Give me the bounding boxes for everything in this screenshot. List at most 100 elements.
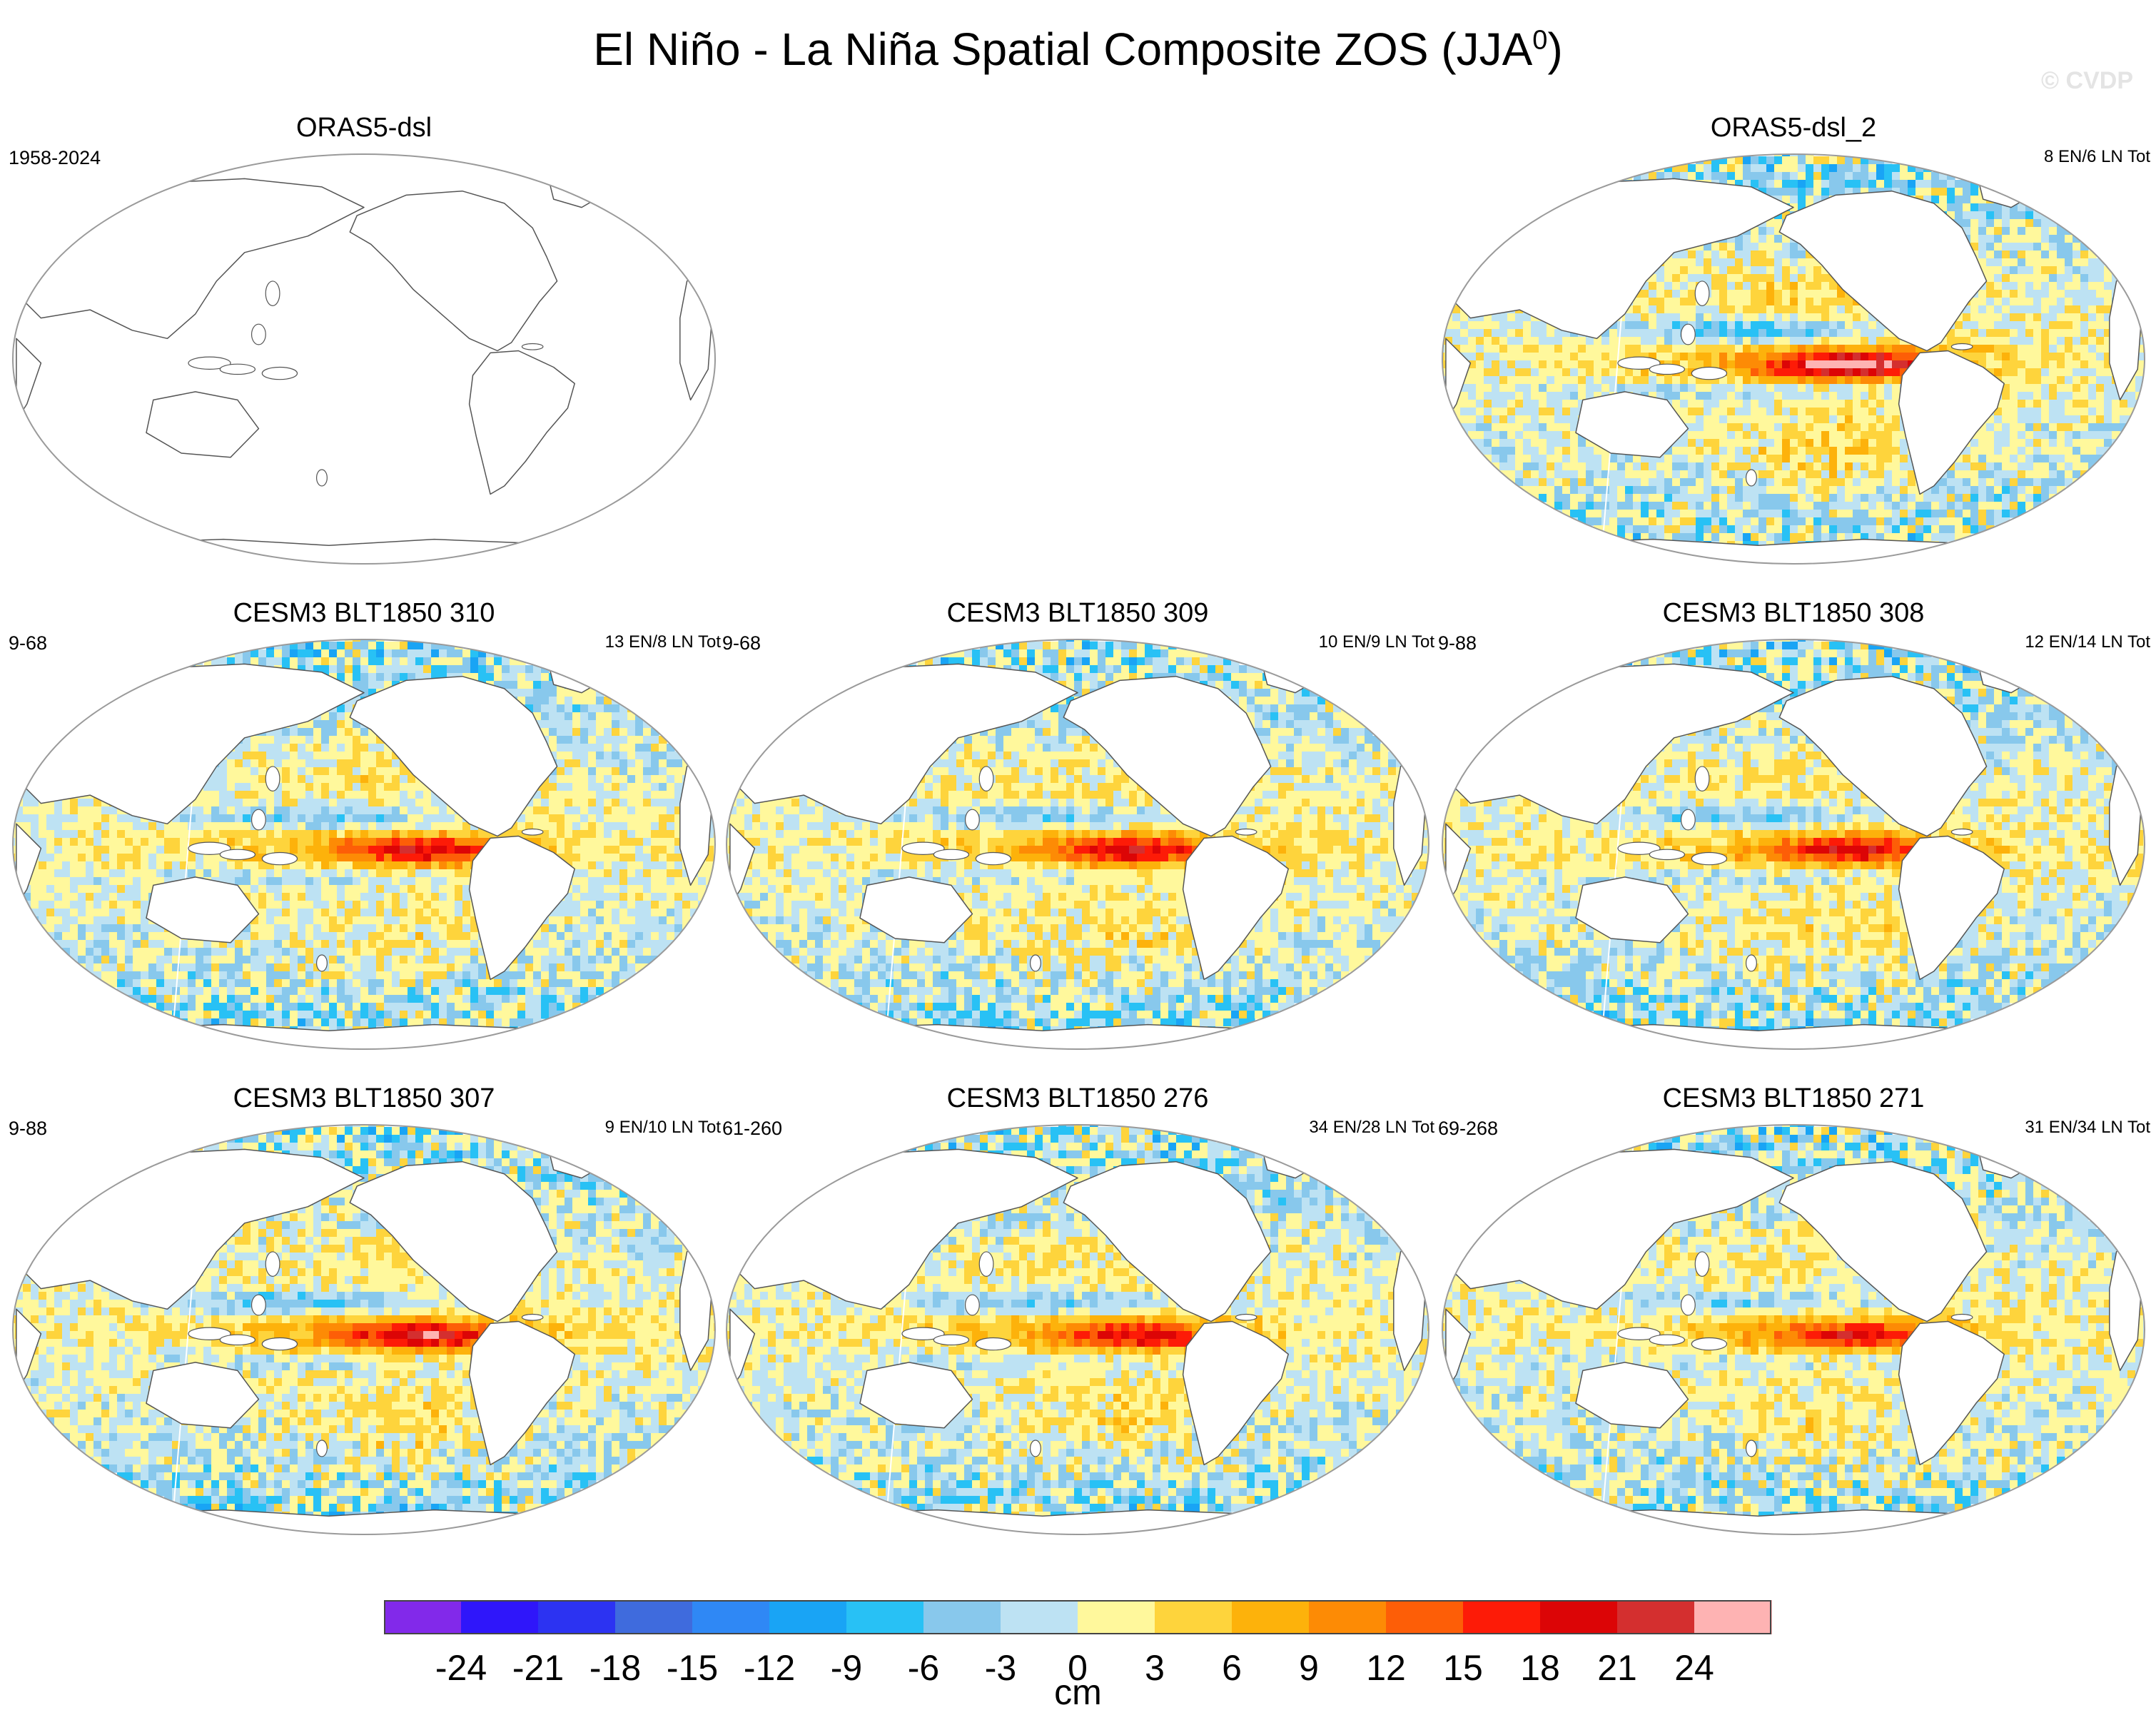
zos-anomaly-cell — [1986, 470, 1995, 479]
zos-anomaly-cell — [1468, 345, 1477, 353]
zos-anomaly-cell — [1735, 321, 1743, 330]
zos-anomaly-cell — [525, 681, 534, 689]
zos-anomaly-cell — [2104, 353, 2112, 361]
zos-anomaly-cell — [643, 775, 652, 784]
zos-anomaly-cell — [1947, 525, 1955, 534]
zos-anomaly-cell — [392, 642, 400, 650]
zos-anomaly-cell — [321, 720, 330, 729]
zos-anomaly-cell — [1892, 408, 1901, 416]
zos-anomaly-cell — [1994, 290, 2003, 298]
zos-anomaly-cell — [1837, 337, 1846, 345]
zos-anomaly-cell — [1876, 368, 1885, 377]
zos-anomaly-cell — [1711, 455, 1720, 463]
zos-anomaly-cell — [1468, 376, 1477, 385]
zos-anomaly-cell — [1837, 447, 1846, 455]
zos-anomaly-cell — [643, 752, 652, 760]
zos-anomaly-cell — [1711, 266, 1720, 275]
zos-anomaly-cell — [612, 720, 620, 729]
zos-anomaly-cell — [1829, 478, 1838, 487]
zos-anomaly-cell — [1704, 376, 1712, 385]
zos-anomaly-cell — [2073, 462, 2081, 471]
zos-anomaly-cell — [1837, 423, 1846, 432]
zos-anomaly-cell — [1821, 494, 1830, 502]
zos-anomaly-cell — [1688, 274, 1696, 283]
zos-anomaly-cell — [1751, 494, 1759, 502]
zos-anomaly-cell — [517, 689, 526, 697]
zos-anomaly-cell — [1649, 455, 1657, 463]
zos-anomaly-cell — [549, 681, 557, 689]
zos-anomaly-cell — [1523, 400, 1532, 408]
zos-anomaly-cell — [2041, 298, 2050, 306]
zos-anomaly-cell — [1625, 321, 1634, 330]
zos-anomaly-cell — [1829, 462, 1838, 471]
zos-anomaly-cell — [565, 775, 573, 784]
zos-anomaly-cell — [1539, 353, 1547, 361]
zos-anomaly-cell — [1531, 408, 1539, 416]
zos-anomaly-cell — [1868, 353, 1877, 361]
zos-anomaly-cell — [1806, 439, 1814, 447]
zos-anomaly-cell — [353, 744, 361, 752]
island-1 — [1649, 363, 1686, 375]
zos-anomaly-cell — [376, 665, 385, 674]
zos-anomaly-cell — [1861, 470, 1869, 479]
zos-anomaly-cell — [1806, 415, 1814, 424]
zos-anomaly-cell — [1601, 345, 1610, 353]
zos-anomaly-cell — [1758, 439, 1767, 447]
zos-anomaly-cell — [1704, 408, 1712, 416]
zos-anomaly-cell — [2018, 219, 2026, 228]
zos-anomaly-cell — [1790, 517, 1798, 526]
zos-anomaly-cell — [580, 704, 589, 713]
zos-anomaly-cell — [2041, 478, 2050, 487]
zos-anomaly-cell — [2065, 423, 2073, 432]
zos-anomaly-cell — [1994, 298, 2003, 306]
zos-anomaly-cell — [2018, 282, 2026, 290]
zos-anomaly-cell — [1711, 470, 1720, 479]
zos-anomaly-cell — [1868, 360, 1877, 369]
map-border — [12, 153, 716, 565]
zos-anomaly-cell — [1531, 400, 1539, 408]
zos-anomaly-cell — [1892, 415, 1901, 424]
zos-anomaly-cell — [1892, 517, 1901, 526]
zos-anomaly-cell — [1499, 439, 1508, 447]
zos-anomaly-cell — [1649, 305, 1657, 314]
zos-anomaly-cell — [1876, 345, 1885, 353]
zos-anomaly-cell — [1994, 313, 2003, 322]
zos-anomaly-cell — [1735, 337, 1743, 345]
zos-anomaly-cell — [439, 673, 447, 682]
zos-anomaly-cell — [345, 767, 353, 776]
zos-anomaly-cell — [1727, 337, 1736, 345]
zos-anomaly-cell — [596, 744, 604, 752]
zos-anomaly-cell — [298, 720, 306, 729]
zos-anomaly-cell — [2080, 455, 2089, 463]
zos-anomaly-cell — [1735, 478, 1743, 487]
zos-anomaly-cell — [1994, 486, 2003, 495]
zos-anomaly-cell — [1868, 510, 1877, 518]
zos-anomaly-cell — [1829, 298, 1838, 306]
zos-anomaly-cell — [1719, 384, 1728, 393]
zos-anomaly-cell — [1727, 180, 1736, 188]
zos-anomaly-cell — [1790, 423, 1798, 432]
zos-anomaly-cell — [1876, 392, 1885, 400]
zos-anomaly-cell — [1821, 345, 1830, 353]
zos-anomaly-cell — [1727, 439, 1736, 447]
zos-anomaly-cell — [2018, 235, 2026, 243]
zos-anomaly-cell — [2073, 313, 2081, 322]
zos-anomaly-cell — [1813, 282, 1822, 290]
zos-anomaly-cell — [1782, 455, 1791, 463]
zos-anomaly-cell — [1609, 455, 1618, 463]
zos-anomaly-cell — [1955, 219, 1963, 228]
zos-anomaly-cell — [1696, 431, 1704, 440]
zos-anomaly-cell — [1727, 321, 1736, 330]
zos-anomaly-cell — [1641, 282, 1649, 290]
zos-anomaly-cell — [2002, 251, 2010, 259]
zos-anomaly-cell — [1515, 408, 1524, 416]
zos-anomaly-cell — [2033, 227, 2042, 236]
zos-anomaly-cell — [1837, 478, 1846, 487]
zos-anomaly-cell — [1727, 517, 1736, 526]
zos-anomaly-cell — [1531, 360, 1539, 369]
zos-anomaly-cell — [1492, 400, 1500, 408]
zos-anomaly-cell — [1821, 525, 1830, 534]
zos-anomaly-cell — [510, 689, 518, 697]
zos-anomaly-cell — [2025, 243, 2034, 251]
zos-anomaly-cell — [596, 704, 604, 713]
